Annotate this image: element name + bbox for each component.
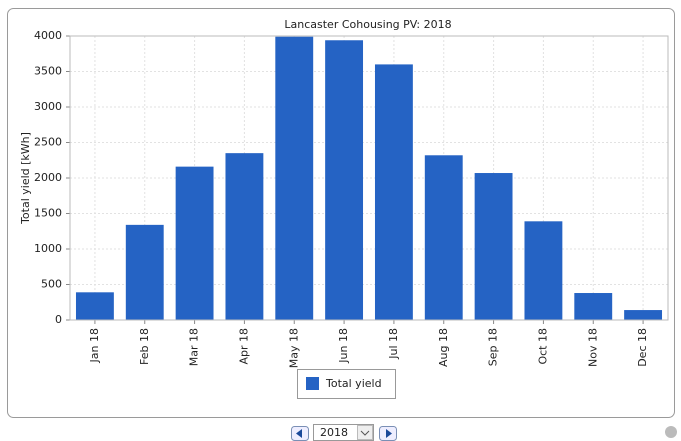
- bar: [125, 224, 164, 320]
- x-tick-label: Feb 18: [138, 328, 151, 365]
- bar: [474, 173, 513, 320]
- x-tick-label: Sep 18: [487, 328, 500, 366]
- bar: [624, 310, 663, 320]
- legend-label: Total yield: [325, 377, 382, 390]
- dropdown-arrow: [360, 430, 370, 436]
- chart-title: Lancaster Cohousing PV: 2018: [284, 18, 451, 31]
- next-arrow: [386, 429, 392, 438]
- y-tick-label: 0: [55, 313, 62, 326]
- bar: [225, 153, 264, 320]
- bar: [374, 64, 413, 321]
- year-value: 2018: [320, 426, 348, 439]
- x-tick-label: Jul 18: [387, 328, 400, 360]
- bar: [424, 155, 463, 320]
- x-tick-label: Jun 18: [337, 328, 350, 364]
- bar: [524, 221, 563, 320]
- plot-area: [69, 35, 669, 321]
- y-tick-label: 1000: [34, 242, 62, 255]
- legend: Total yield: [297, 369, 396, 399]
- bar: [574, 293, 613, 320]
- bar: [75, 292, 114, 320]
- y-tick-label: 4000: [34, 29, 62, 42]
- dropdown-button[interactable]: [357, 425, 373, 440]
- prev-arrow: [296, 429, 302, 438]
- x-tick-label: Dec 18: [636, 328, 649, 367]
- bar: [175, 166, 214, 320]
- y-tick-label: 2500: [34, 136, 62, 149]
- y-tick-label: 500: [41, 278, 62, 291]
- x-tick-label: Apr 18: [237, 328, 250, 365]
- x-tick-label: Aug 18: [437, 328, 450, 367]
- y-axis-label: Total yield [kWh]: [19, 132, 32, 225]
- x-tick-label: Mar 18: [188, 328, 201, 366]
- y-tick-label: 2000: [34, 171, 62, 184]
- year-selector[interactable]: 2018: [291, 424, 397, 441]
- x-tick-label: May 18: [287, 328, 300, 368]
- y-tick-label: 3000: [34, 100, 62, 113]
- y-tick-label: 1500: [34, 207, 62, 220]
- x-tick-label: Jan 18: [88, 328, 101, 363]
- bar: [275, 36, 314, 321]
- legend-swatch: [306, 377, 319, 390]
- y-tick-label: 3500: [34, 65, 62, 78]
- x-tick-label: Nov 18: [586, 328, 599, 367]
- plot-area: [69, 35, 669, 321]
- bar: [325, 40, 364, 320]
- x-tick-label: Oct 18: [536, 328, 549, 365]
- settings-icon[interactable]: [665, 426, 677, 438]
